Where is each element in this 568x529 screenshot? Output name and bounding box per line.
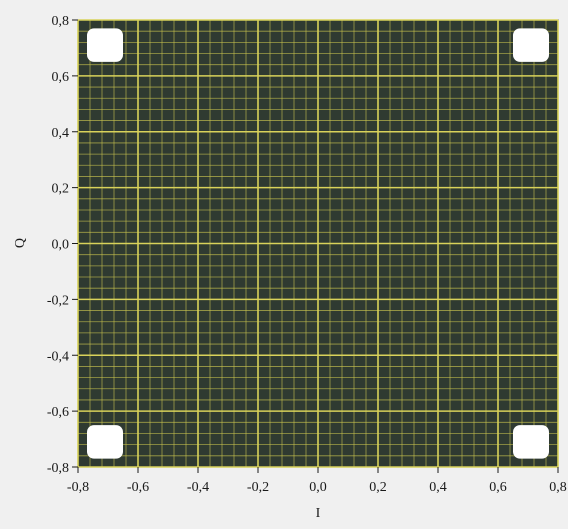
y-tick-label: 0,8 xyxy=(52,14,70,29)
y-tick-label: -0,6 xyxy=(47,405,69,420)
y-tick-label: 0,0 xyxy=(52,238,70,253)
y-tick-label: 0,4 xyxy=(52,126,70,141)
y-tick-label: 0,2 xyxy=(52,182,70,197)
y-tick-label: -0,8 xyxy=(47,461,69,476)
x-tick-label: 0,4 xyxy=(429,480,447,495)
y-axis-title: Q xyxy=(13,238,28,248)
x-axis-title: I xyxy=(316,506,321,521)
x-tick-label: -0,2 xyxy=(247,480,269,495)
y-tick-label: -0,4 xyxy=(47,349,69,364)
y-tick-label: 0,6 xyxy=(52,70,70,85)
grid-lines xyxy=(77,19,559,468)
x-tick-label: -0,4 xyxy=(187,480,209,495)
x-tick-label: -0,8 xyxy=(67,480,89,495)
data-point xyxy=(87,28,123,62)
x-tick-label: 0,0 xyxy=(309,480,327,495)
data-point xyxy=(513,425,549,459)
axis-labels: I Q -0,8 -0,6 -0,4 -0,2 0,0 0,2 0,4 0,6 0,8 0,8 0,… xyxy=(13,14,567,521)
x-tick-label: -0,6 xyxy=(127,480,149,495)
x-tick-label: 0,2 xyxy=(369,480,387,495)
data-point xyxy=(87,425,123,459)
x-tick-label: 0,8 xyxy=(549,480,567,495)
axes xyxy=(72,19,559,473)
x-tick-label: 0,6 xyxy=(489,480,507,495)
data-points xyxy=(87,28,549,459)
data-point xyxy=(513,28,549,62)
y-tick-label: -0,2 xyxy=(47,293,69,308)
